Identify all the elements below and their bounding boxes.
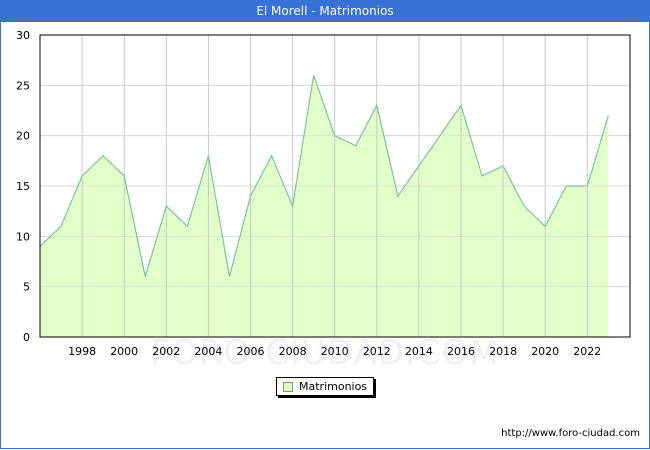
x-tick-label: 2000 xyxy=(110,345,138,358)
x-tick-label: 2002 xyxy=(152,345,180,358)
legend-label: Matrimonios xyxy=(299,380,368,393)
y-tick-label: 30 xyxy=(16,29,30,42)
y-tick-label: 5 xyxy=(23,281,30,294)
x-tick-label: 2016 xyxy=(447,345,475,358)
y-tick-label: 0 xyxy=(23,331,30,344)
y-tick-label: 25 xyxy=(16,79,30,92)
y-tick-label: 15 xyxy=(16,180,30,193)
x-tick-label: 2014 xyxy=(405,345,433,358)
y-tick-label: 20 xyxy=(16,130,30,143)
x-tick-label: 2008 xyxy=(279,345,307,358)
x-tick-label: 2020 xyxy=(531,345,559,358)
x-tick-label: 2012 xyxy=(363,345,391,358)
legend-swatch-icon xyxy=(283,382,293,392)
x-tick-label: 2010 xyxy=(321,345,349,358)
area-fill xyxy=(40,75,609,338)
series-line xyxy=(39,75,609,277)
x-tick-label: 2022 xyxy=(573,345,601,358)
watermark-text: FORO-CIUDAD.COM xyxy=(150,333,499,373)
x-tick-label: 2006 xyxy=(237,345,265,358)
chart-title: El Morell - Matrimonios xyxy=(0,0,650,22)
x-tick-label: 1998 xyxy=(68,345,96,358)
legend: Matrimonios xyxy=(276,377,374,396)
source-url: http://www.foro-ciudad.com xyxy=(501,428,640,439)
x-tick-label: 2018 xyxy=(489,345,517,358)
plot-border xyxy=(39,34,631,338)
x-tick-label: 2004 xyxy=(194,345,222,358)
y-tick-label: 10 xyxy=(16,230,30,243)
